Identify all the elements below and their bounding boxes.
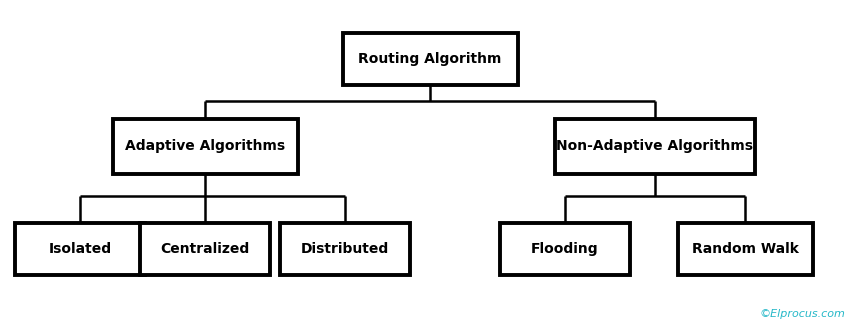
- FancyBboxPatch shape: [15, 223, 145, 275]
- FancyBboxPatch shape: [113, 118, 298, 173]
- Text: Random Walk: Random Walk: [691, 242, 798, 256]
- FancyBboxPatch shape: [555, 118, 755, 173]
- Text: Centralized: Centralized: [160, 242, 249, 256]
- Text: Non-Adaptive Algorithms: Non-Adaptive Algorithms: [556, 139, 753, 153]
- FancyBboxPatch shape: [342, 33, 518, 85]
- Text: ©Elprocus.com: ©Elprocus.com: [759, 309, 845, 319]
- FancyBboxPatch shape: [678, 223, 813, 275]
- Text: Isolated: Isolated: [48, 242, 112, 256]
- FancyBboxPatch shape: [500, 223, 630, 275]
- FancyBboxPatch shape: [140, 223, 270, 275]
- Text: Flooding: Flooding: [531, 242, 599, 256]
- Text: Distributed: Distributed: [301, 242, 389, 256]
- Text: Adaptive Algorithms: Adaptive Algorithms: [125, 139, 285, 153]
- FancyBboxPatch shape: [280, 223, 410, 275]
- Text: Routing Algorithm: Routing Algorithm: [359, 52, 501, 66]
